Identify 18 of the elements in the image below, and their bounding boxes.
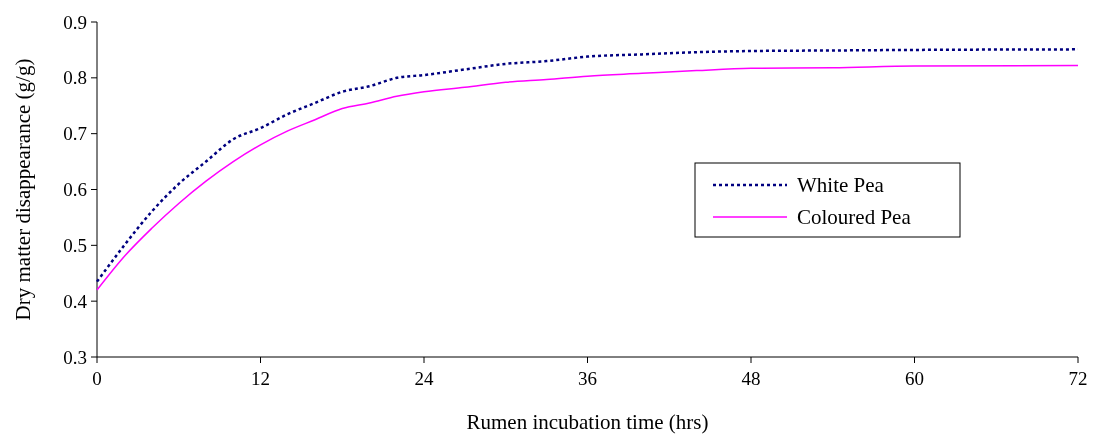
y-tick-label: 0.9 bbox=[63, 11, 87, 33]
x-tick-label: 12 bbox=[251, 368, 270, 389]
x-tick-label: 36 bbox=[578, 368, 597, 389]
y-axis-title: Dry matter disappearance (g/g) bbox=[11, 58, 35, 321]
y-tick-label: 0.5 bbox=[63, 234, 87, 256]
y-tick-label: 0.4 bbox=[63, 290, 88, 312]
x-axis-title: Rumen incubation time (hrs) bbox=[466, 410, 709, 434]
legend-label: Coloured Pea bbox=[797, 205, 912, 230]
legend-label: White Pea bbox=[797, 173, 885, 198]
x-tick-label: 72 bbox=[1068, 368, 1088, 389]
y-tick-label: 0.3 bbox=[63, 346, 87, 368]
x-tick-label: 0 bbox=[92, 368, 102, 389]
x-tick-label: 60 bbox=[905, 368, 924, 389]
y-tick-label: 0.6 bbox=[63, 179, 87, 201]
x-tick-label: 48 bbox=[741, 368, 761, 389]
x-tick-label: 24 bbox=[414, 368, 434, 389]
y-tick-label: 0.7 bbox=[63, 123, 87, 145]
y-tick-label: 0.8 bbox=[63, 67, 87, 89]
